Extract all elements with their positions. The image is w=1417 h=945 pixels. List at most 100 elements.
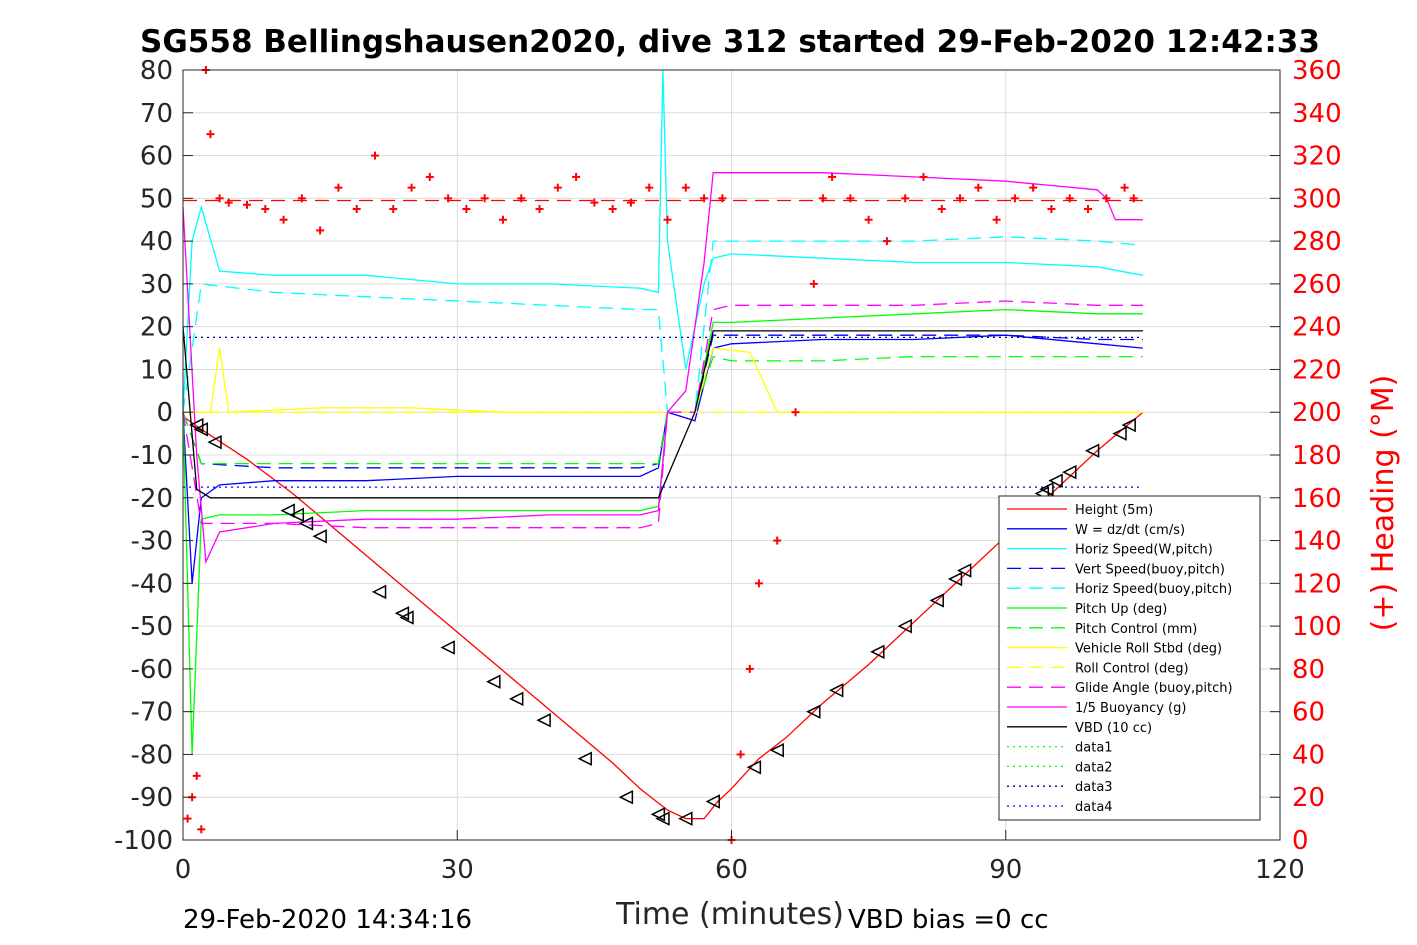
height-marker (929, 593, 944, 608)
heading-point (352, 205, 361, 214)
legend-entry: 1/5 Buoyancy (g) (1007, 701, 1186, 716)
height-marker (947, 571, 963, 587)
legend-label: Glide Angle (buoy,pitch) (1075, 681, 1233, 696)
x-axis-label: Time (minutes) (615, 897, 844, 932)
height-marker (577, 751, 592, 766)
x-tick-label: 60 (715, 855, 748, 885)
left-tick-label: 0 (156, 398, 173, 428)
heading-point (882, 237, 891, 246)
legend-entry: Vehicle Roll Stbd (deg) (1007, 642, 1222, 657)
heading-point (1047, 205, 1056, 214)
right-tick-label: 40 (1292, 740, 1325, 770)
heading-point (974, 183, 983, 192)
heading-point (224, 198, 233, 207)
heading-point (736, 750, 745, 759)
heading-point (206, 130, 215, 139)
right-tick-label: 300 (1292, 184, 1342, 214)
legend-label: data3 (1075, 780, 1113, 795)
heading-point (901, 194, 910, 203)
legend-box (998, 495, 1261, 821)
left-tick-label: -70 (131, 698, 173, 728)
height-marker (399, 610, 414, 625)
right-axis-label: (+) Heading (°M) (1366, 375, 1401, 632)
heading-point (553, 183, 562, 192)
legend-entry: Roll Control (deg) (1007, 661, 1189, 676)
heading-point (444, 194, 453, 203)
left-tick-label: -10 (131, 441, 173, 471)
heading-point (828, 172, 837, 181)
right-tick-label: 20 (1292, 783, 1325, 813)
left-tick-label: 10 (140, 355, 173, 385)
legend-entry: W = dz/dt (cm/s) (1007, 523, 1185, 538)
heading-point (480, 194, 489, 203)
series-line-vert-speed-buoy-pitch (182, 334, 1143, 469)
footer-vbd-bias: VBD bias =0 cc (848, 905, 1049, 935)
heading-point (992, 215, 1001, 224)
heading-point (1102, 194, 1111, 203)
left-tick-label: -60 (131, 655, 173, 685)
heading-point (818, 194, 827, 203)
right-tick-label: 280 (1292, 227, 1342, 257)
left-tick-label: -80 (131, 740, 173, 770)
heading-point (626, 198, 635, 207)
heading-point (215, 194, 224, 203)
height-marker (440, 640, 455, 655)
heading-point (700, 194, 709, 203)
legend-label: Roll Control (deg) (1075, 661, 1189, 676)
heading-point (718, 194, 727, 203)
right-tick-label: 320 (1292, 142, 1342, 172)
heading-point (316, 226, 325, 235)
heading-point (535, 205, 544, 214)
heading-point (389, 205, 398, 214)
x-axis: 0 30 60 90 120 (175, 830, 1305, 885)
height-marker (536, 713, 551, 728)
height-marker (897, 618, 912, 634)
legend-entry: Horiz Speed(W,pitch) (1007, 543, 1213, 558)
height-marker (508, 691, 524, 707)
height-marker (678, 811, 693, 826)
left-tick-label: -50 (131, 612, 173, 642)
heading-point (1129, 194, 1138, 203)
heading-point (425, 172, 434, 181)
heading-point (192, 771, 201, 780)
left-tick-label: 80 (140, 56, 173, 86)
heading-point (407, 183, 416, 192)
heading-point (261, 205, 270, 214)
heading-point (937, 205, 946, 214)
series-line-vbd-10-cc (182, 326, 1143, 499)
height-marker (769, 742, 784, 758)
right-tick-label: 340 (1292, 99, 1342, 129)
legend-entry: Horiz Speed(buoy,pitch) (1007, 582, 1232, 597)
heading-point (681, 183, 690, 192)
right-tick-label: 180 (1292, 441, 1342, 471)
legend-label: W = dz/dt (cm/s) (1075, 523, 1185, 538)
height-marker (956, 563, 972, 578)
heading-point (590, 198, 599, 207)
heading-point (754, 579, 763, 588)
right-tick-label: 140 (1292, 527, 1342, 557)
height-marker (806, 704, 821, 719)
legend-label: data4 (1075, 800, 1113, 815)
footer-timestamp: 29-Feb-2020 14:34:16 (183, 905, 472, 935)
legend-label: data1 (1075, 741, 1113, 756)
heading-point (1010, 194, 1019, 203)
left-tick-label: -20 (131, 484, 173, 514)
right-tick-label: 240 (1292, 313, 1342, 343)
heading-point (663, 215, 672, 224)
height-marker (746, 760, 762, 775)
heading-point (1029, 183, 1038, 192)
heading-point (279, 215, 288, 224)
left-axis: 80 70 60 50 40 30 20 10 0 -10 -20 -30 -40 -50 -60 -70 -8… (114, 56, 193, 856)
height-marker (1048, 473, 1063, 488)
left-tick-label: 40 (140, 227, 173, 257)
height-marker (655, 811, 670, 826)
series-line-glide-angle-buoy-pitch (182, 300, 1143, 529)
heading-point (608, 205, 617, 214)
legend: Height (5m) W = dz/dt (cm/s) Horiz Speed(W… (998, 495, 1261, 821)
height-marker (1121, 417, 1136, 433)
heading-point (183, 814, 192, 823)
height-marker (486, 674, 501, 689)
heading-point (1065, 194, 1074, 203)
height-marker (1039, 482, 1054, 497)
left-tick-label: -100 (114, 826, 173, 856)
